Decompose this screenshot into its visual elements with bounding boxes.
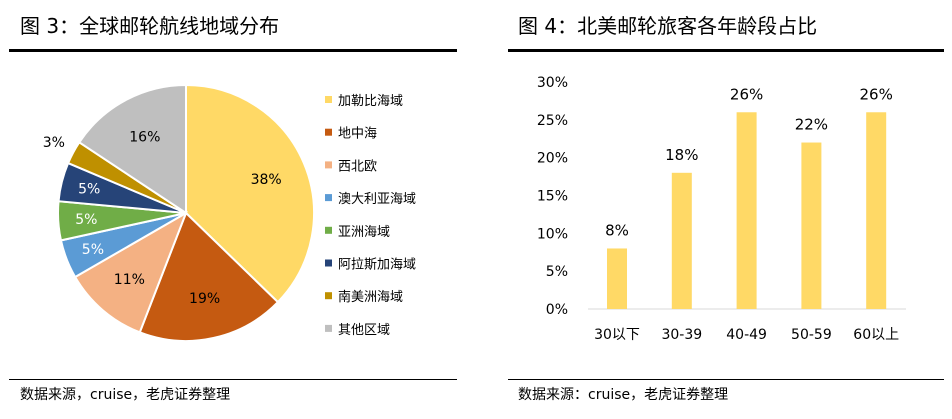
pie-label-3: 5% xyxy=(82,242,104,258)
x-tick-label-3: 50-59 xyxy=(791,327,832,343)
bar-value-label-2: 26% xyxy=(730,85,763,103)
legend-swatch-5 xyxy=(325,259,332,267)
bar-4 xyxy=(866,112,887,310)
pie-label-2: 11% xyxy=(114,272,145,288)
y-tick-label-2: 10% xyxy=(537,226,568,242)
legend-swatch-6 xyxy=(325,292,332,300)
legend-swatch-0 xyxy=(325,96,332,103)
pie-label-6: 3% xyxy=(43,135,65,151)
legend-swatch-1 xyxy=(325,128,332,136)
pie-label-5: 5% xyxy=(78,182,100,198)
bar-1 xyxy=(671,172,692,309)
legend-swatch-7 xyxy=(325,324,332,332)
bar-source: 数据来源：cruise，老虎证券整理 xyxy=(518,387,729,403)
pie-slice-0 xyxy=(185,83,315,304)
pie-label-7: 16% xyxy=(129,129,160,145)
pie-label-4: 5% xyxy=(75,212,97,228)
legend-label-2: 西北欧 xyxy=(338,159,377,174)
legend-label-7: 其他区域 xyxy=(338,323,390,338)
pie-slice-2 xyxy=(73,210,188,334)
y-tick-label-5: 25% xyxy=(537,113,568,129)
title-divider xyxy=(508,49,944,52)
bar-value-label-0: 8% xyxy=(605,221,629,239)
bar-chart-title: 图 4：北美邮轮旅客各年龄段占比 xyxy=(518,14,818,38)
footer-divider xyxy=(9,379,457,380)
bar-2 xyxy=(736,112,757,310)
bar-0 xyxy=(607,248,627,309)
pie-chart-title: 图 3：全球邮轮航线地域分布 xyxy=(20,14,280,38)
pie-slice-7 xyxy=(77,83,187,215)
pie-label-1: 19% xyxy=(189,291,220,307)
legend-label-3: 澳大利亚海域 xyxy=(338,191,416,207)
legend-label-1: 地中海 xyxy=(338,127,377,142)
bar-3 xyxy=(801,142,822,309)
legend-label-0: 加勒比海域 xyxy=(338,94,403,109)
legend-label-5: 阿拉斯加海域 xyxy=(338,258,416,273)
x-tick-label-1: 30-39 xyxy=(661,327,702,343)
x-tick-label-4: 60以上 xyxy=(853,327,899,343)
x-tick-label-2: 40-49 xyxy=(726,327,767,343)
y-tick-label-6: 30% xyxy=(537,75,568,91)
legend-swatch-3 xyxy=(325,194,332,202)
legend-label-4: 亚洲海域 xyxy=(338,225,390,240)
bar-value-label-1: 18% xyxy=(665,146,698,164)
legend-swatch-2 xyxy=(325,161,332,169)
footer-divider xyxy=(508,379,944,380)
legend-label-6: 南美洲海域 xyxy=(338,289,403,305)
y-tick-label-1: 5% xyxy=(546,264,568,280)
y-tick-label-3: 15% xyxy=(537,189,568,205)
legend-swatch-4 xyxy=(325,226,332,234)
title-divider xyxy=(9,49,457,52)
bar-value-label-3: 22% xyxy=(795,116,828,134)
pie-label-0: 38% xyxy=(251,172,282,188)
bar-value-label-4: 26% xyxy=(860,85,893,103)
x-tick-label-0: 30以下 xyxy=(594,327,640,343)
y-tick-label-4: 20% xyxy=(537,151,568,167)
pie-source: 数据来源，cruise，老虎证券整理 xyxy=(20,387,231,403)
y-tick-label-0: 0% xyxy=(546,302,568,318)
